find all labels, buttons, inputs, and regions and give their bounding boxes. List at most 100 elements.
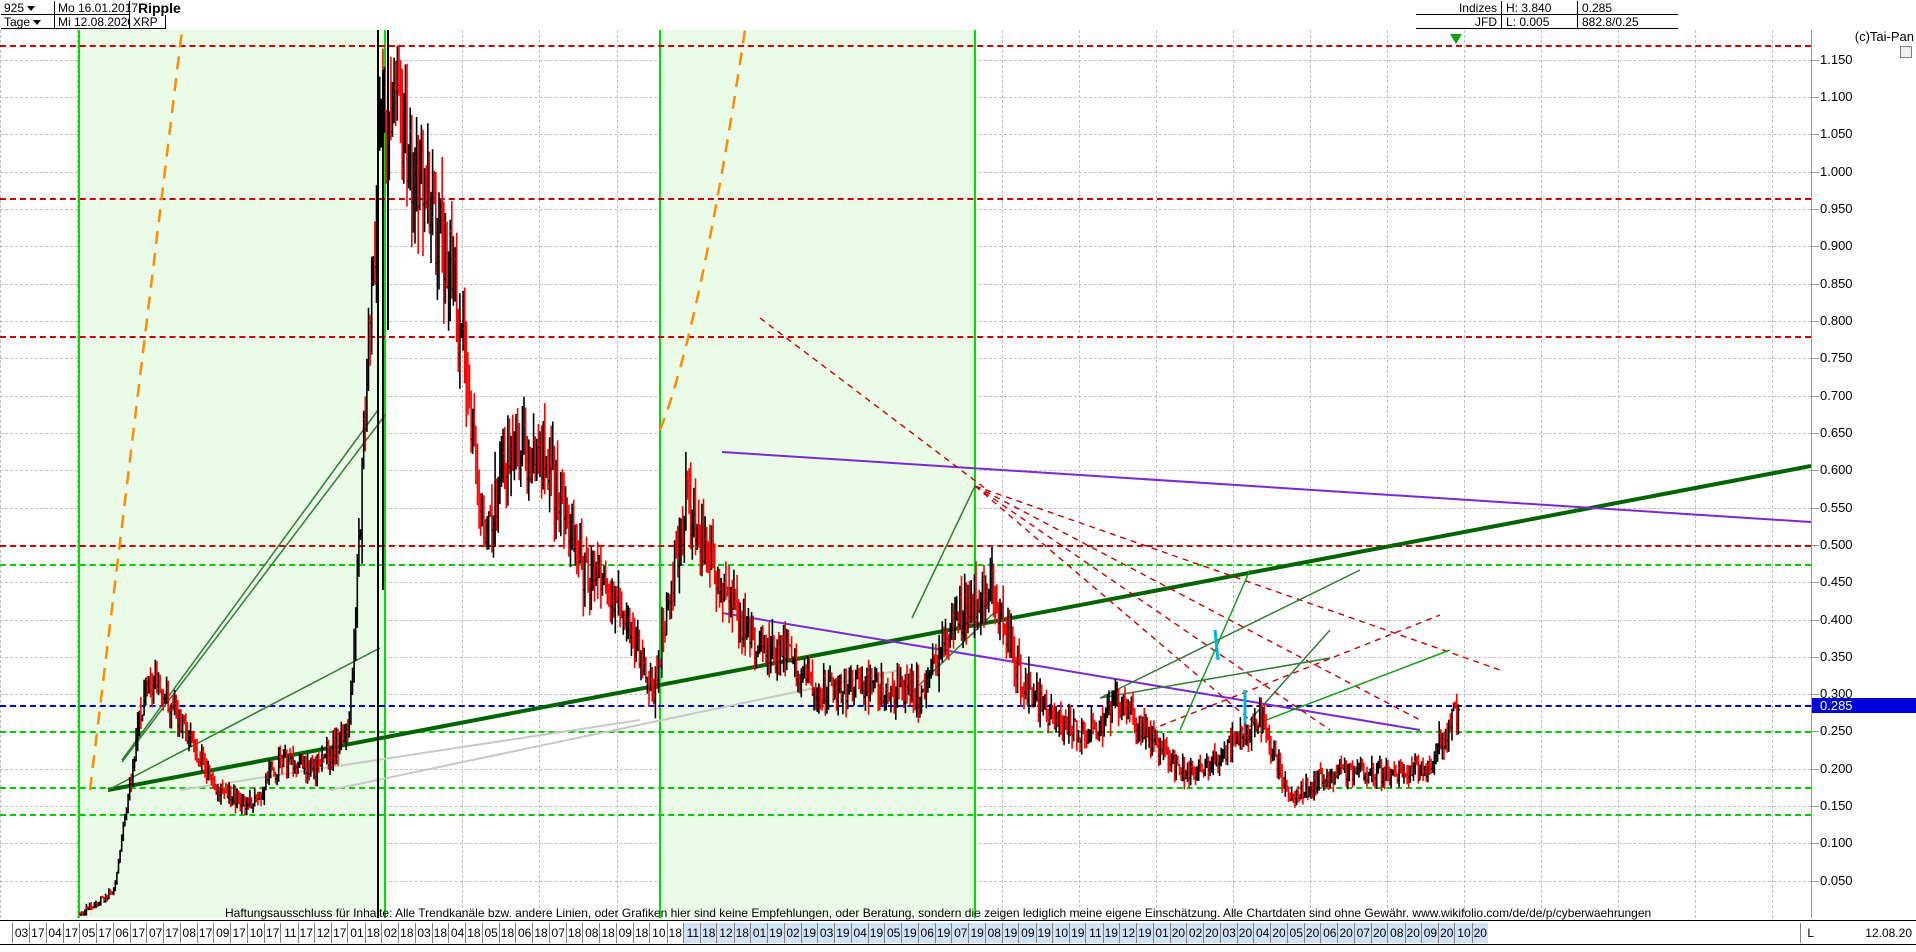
date-month: 10 [1054,926,1069,940]
date-year: 18 [666,923,682,943]
chart-header-bar: 925 Tage Mo 16.01.2017 Mi 12.08.2020 XRP… [0,0,1916,30]
date-axis-tick-0820: 08 20 [1387,923,1421,943]
date-axis-tick-0720: 07 20 [1353,923,1388,943]
date-month: 06 [115,926,129,940]
price-axis-label: 1.100 [1820,89,1853,105]
price-axis-label: 0.750 [1820,350,1853,366]
price-chart-canvas[interactable] [0,30,1811,918]
price-axis-label: 0.600 [1820,462,1853,478]
date-year: 17 [297,923,313,943]
price-axis-tick [1812,171,1819,173]
price-axis-tick [1812,246,1819,248]
marker-triangle-icon [1450,34,1462,44]
green-right-1 [1099,569,1361,699]
date-month: 11 [1089,926,1102,940]
date-year: 20 [1236,923,1252,943]
date-axis-tick-1119: 11 19 [1085,923,1119,943]
date-year: 20 [1404,923,1420,943]
symbol-code[interactable]: XRP [130,15,166,29]
date-axis-tick-0420: 04 20 [1253,923,1287,943]
price-axis-tick [1812,432,1819,434]
date-month: 06 [517,926,532,940]
red-fan-4 [974,485,1251,721]
date-axis-tick-0319: 03 19 [817,923,851,943]
date-year: 17 [196,923,212,943]
date-month: 08 [585,926,599,940]
date-month: 03 [417,926,431,940]
red-fan-1 [974,485,1501,671]
axis-collapse-button[interactable] [1900,46,1912,58]
date-axis-tick-0719: 07 19 [951,923,985,943]
date-year: 18 [565,923,581,943]
date-axis-tick-1117: 11 17 [280,923,314,943]
price-axis[interactable]: (c)Tai-Pan 1.150 1.100 1.050 1.000 0.950 0.90… [1811,30,1916,918]
date-month: 06 [920,926,934,940]
date-year: 20 [1370,923,1386,943]
date-month: 02 [1188,926,1203,940]
date-axis-tick-0418: 04 18 [448,923,482,943]
ohlc-bar [1456,704,1460,735]
price-axis-tick [1812,395,1819,397]
date-year: 20 [1270,923,1286,943]
grid-line-vertical [462,30,464,918]
price-axis-label: 0.200 [1820,760,1853,776]
date-axis-tick-0518: 05 18 [481,923,516,943]
green-channel-mid-1 [911,485,976,619]
green-right-2 [1099,657,1331,699]
grid-line-vertical [1155,30,1157,918]
period-value: Tage [4,15,31,29]
date-year: 19 [867,923,883,943]
date-month: 01 [752,926,767,940]
date-year: 20 [1438,923,1453,943]
date-month: 03 [14,926,29,940]
date-month: 02 [786,926,800,940]
level-line-support-1 [0,563,1811,566]
date-year: 19 [1001,923,1017,943]
footer-flag: L [1800,923,1820,943]
grey-trend-2 [179,719,641,791]
date-axis[interactable]: L 12.08.20 03 17 04 17 05 17 06 17 07 17 08 17 09 17 1… [0,918,1916,952]
date-axis-tick-0318: 03 18 [414,923,449,943]
price-axis-label: 0.950 [1820,201,1853,217]
date-axis-tick-1019: 10 19 [1051,923,1086,943]
date-month: 12 [1121,926,1136,940]
date-axis-tick-0919: 09 19 [1018,923,1052,943]
date-year: 18 [532,923,548,943]
date-month: 01 [1155,926,1169,940]
date-month: 11 [686,926,700,940]
purple-channel-upper [721,451,1811,523]
price-axis-tick [1812,880,1819,882]
band-edge-right-1 [384,30,386,918]
red-fan-5 [759,317,991,493]
date-from: Mo 16.01.2017 [55,1,138,15]
grid-line-vertical [1464,30,1466,918]
date-month: 09 [216,926,230,940]
date-year: 20 [1169,923,1185,943]
date-axis-tick-1218: 12 18 [716,923,750,943]
indices-label: Indizes [1416,1,1502,15]
date-year: 17 [29,923,45,943]
date-axis-tick-0617: 06 17 [112,923,147,943]
date-month: 03 [1222,926,1236,940]
price-axis-label: 1.000 [1820,163,1853,179]
level-line-resistance-4 [0,544,1811,547]
date-axis-tick-1217: 12 17 [313,923,348,943]
price-axis-tick [1812,470,1819,472]
cyan-marker-2 [1213,629,1220,661]
date-axis-tick-0918: 09 18 [615,923,650,943]
level-line-support-4 [0,813,1811,816]
date-year: 19 [1136,923,1152,943]
date-axis-tick-0119: 01 19 [750,923,784,943]
grid-line-vertical [1387,30,1389,918]
date-month: 10 [1457,926,1471,940]
date-axis-tick-0717: 07 17 [146,923,180,943]
date-month: 08 [182,926,196,940]
date-axis-tick-0819: 08 19 [984,923,1019,943]
price-axis-label: 0.050 [1820,872,1853,888]
date-axis-tick-0517: 05 17 [79,923,113,943]
level-line-support-2 [0,731,1811,734]
period-selector[interactable]: Tage [1,15,55,29]
date-axis-tick-0817: 08 17 [179,923,214,943]
bars-count-selector[interactable]: 925 [1,1,55,15]
price-axis-label: 1.050 [1820,126,1853,142]
